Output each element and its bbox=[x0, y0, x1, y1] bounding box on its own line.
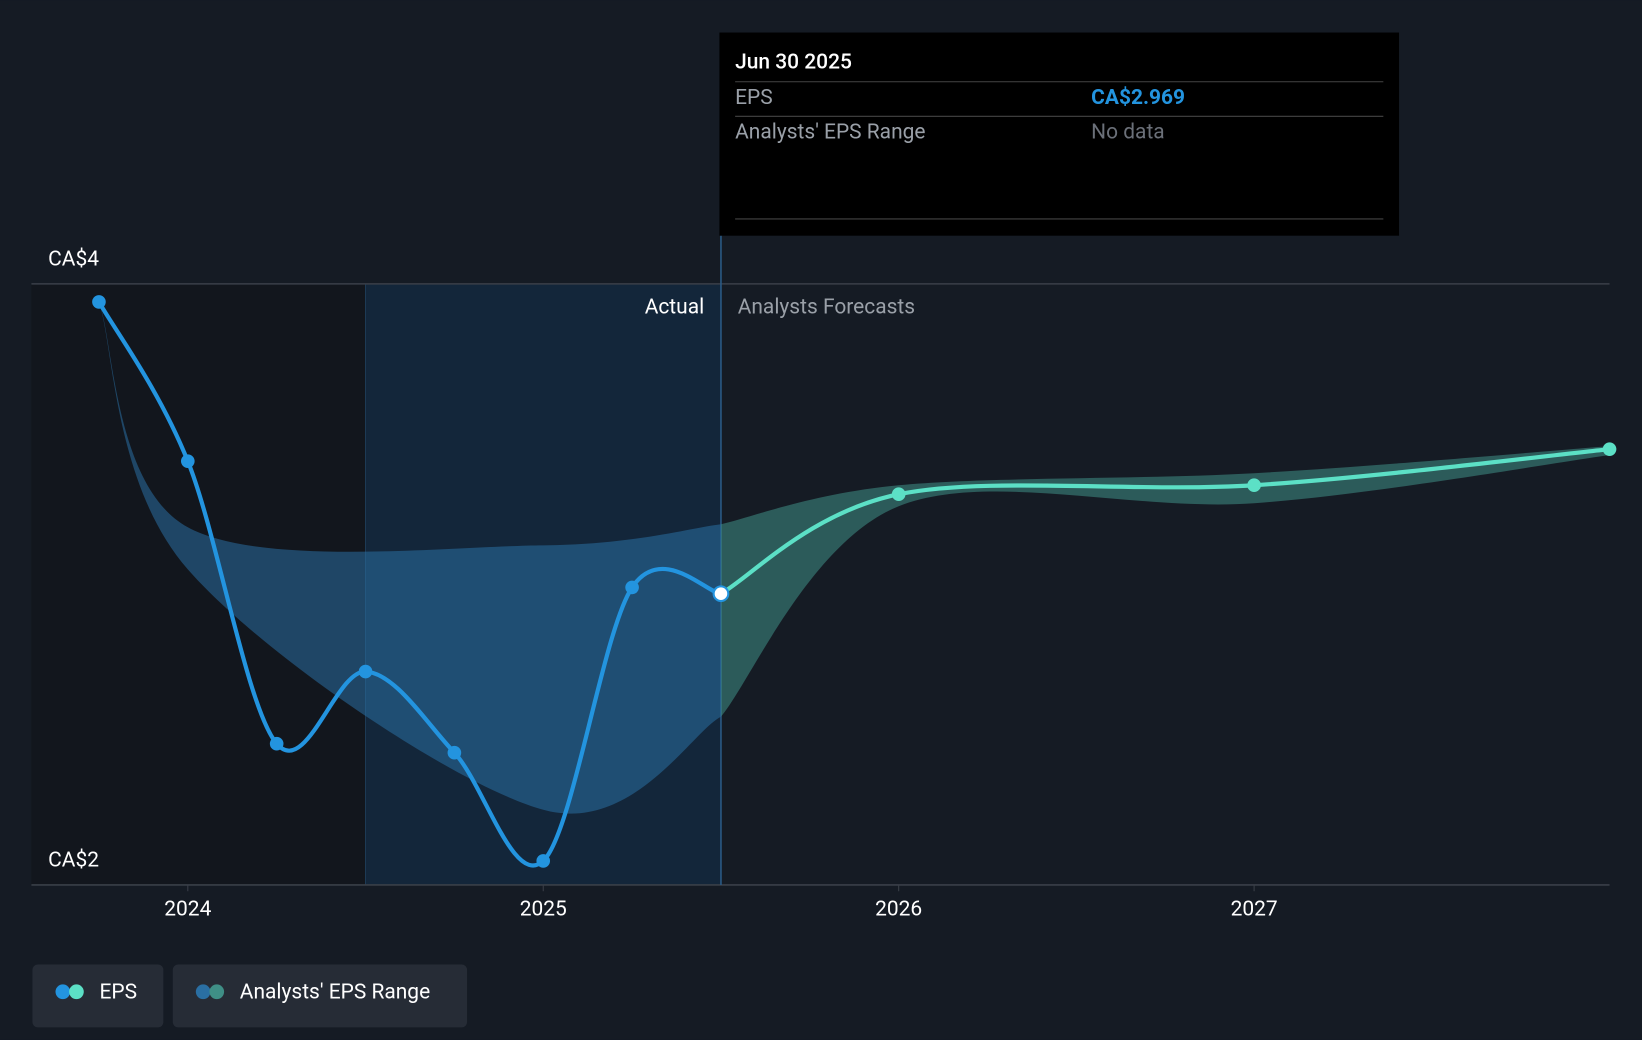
highlight-point bbox=[712, 585, 730, 603]
eps-point bbox=[625, 580, 639, 595]
legend-swatch bbox=[209, 984, 225, 1000]
legend-item[interactable] bbox=[32, 964, 164, 1028]
region-label: Actual bbox=[645, 295, 705, 319]
region-label: Analysts Forecasts bbox=[738, 295, 915, 319]
eps-point bbox=[536, 854, 551, 868]
y-tick-label: CA$4 bbox=[48, 247, 99, 271]
tooltip-label: EPS bbox=[735, 86, 773, 110]
legend-swatch bbox=[55, 984, 71, 1000]
tooltip-value: No data bbox=[1091, 121, 1165, 145]
legend-swatch bbox=[69, 984, 84, 1000]
eps-point bbox=[1602, 442, 1617, 456]
legend-label: EPS bbox=[99, 980, 137, 1004]
eps-point bbox=[180, 454, 195, 468]
eps-point bbox=[269, 736, 284, 751]
x-tick-label: 2024 bbox=[164, 898, 211, 922]
legend-swatch bbox=[195, 984, 211, 1000]
range-band bbox=[720, 446, 1610, 717]
eps-point bbox=[92, 295, 106, 309]
legend-item[interactable] bbox=[172, 964, 468, 1028]
x-tick-label: 2027 bbox=[1231, 898, 1278, 922]
legend-label: Analysts' EPS Range bbox=[240, 980, 430, 1004]
tooltip-label: Analysts' EPS Range bbox=[735, 121, 925, 145]
eps-line bbox=[96, 299, 724, 868]
plot bbox=[92, 295, 1617, 868]
eps-point bbox=[358, 664, 373, 679]
x-tick-label: 2026 bbox=[875, 898, 922, 922]
overlay: Jun 30 2025 EPS CA$2.969 Analysts' EPS R… bbox=[32, 32, 1400, 1028]
tooltip-value: CA$2.969 bbox=[1091, 86, 1185, 110]
y-tick-label: CA$2 bbox=[48, 848, 99, 872]
eps-point bbox=[891, 487, 906, 502]
tooltip-box bbox=[719, 32, 1400, 236]
range-band bbox=[98, 301, 721, 814]
x-tick-label: 2025 bbox=[520, 898, 567, 922]
eps-line bbox=[718, 447, 1612, 596]
tooltip-date: Jun 30 2025 bbox=[735, 50, 852, 74]
eps-point bbox=[1247, 478, 1261, 493]
eps-point bbox=[447, 745, 462, 760]
